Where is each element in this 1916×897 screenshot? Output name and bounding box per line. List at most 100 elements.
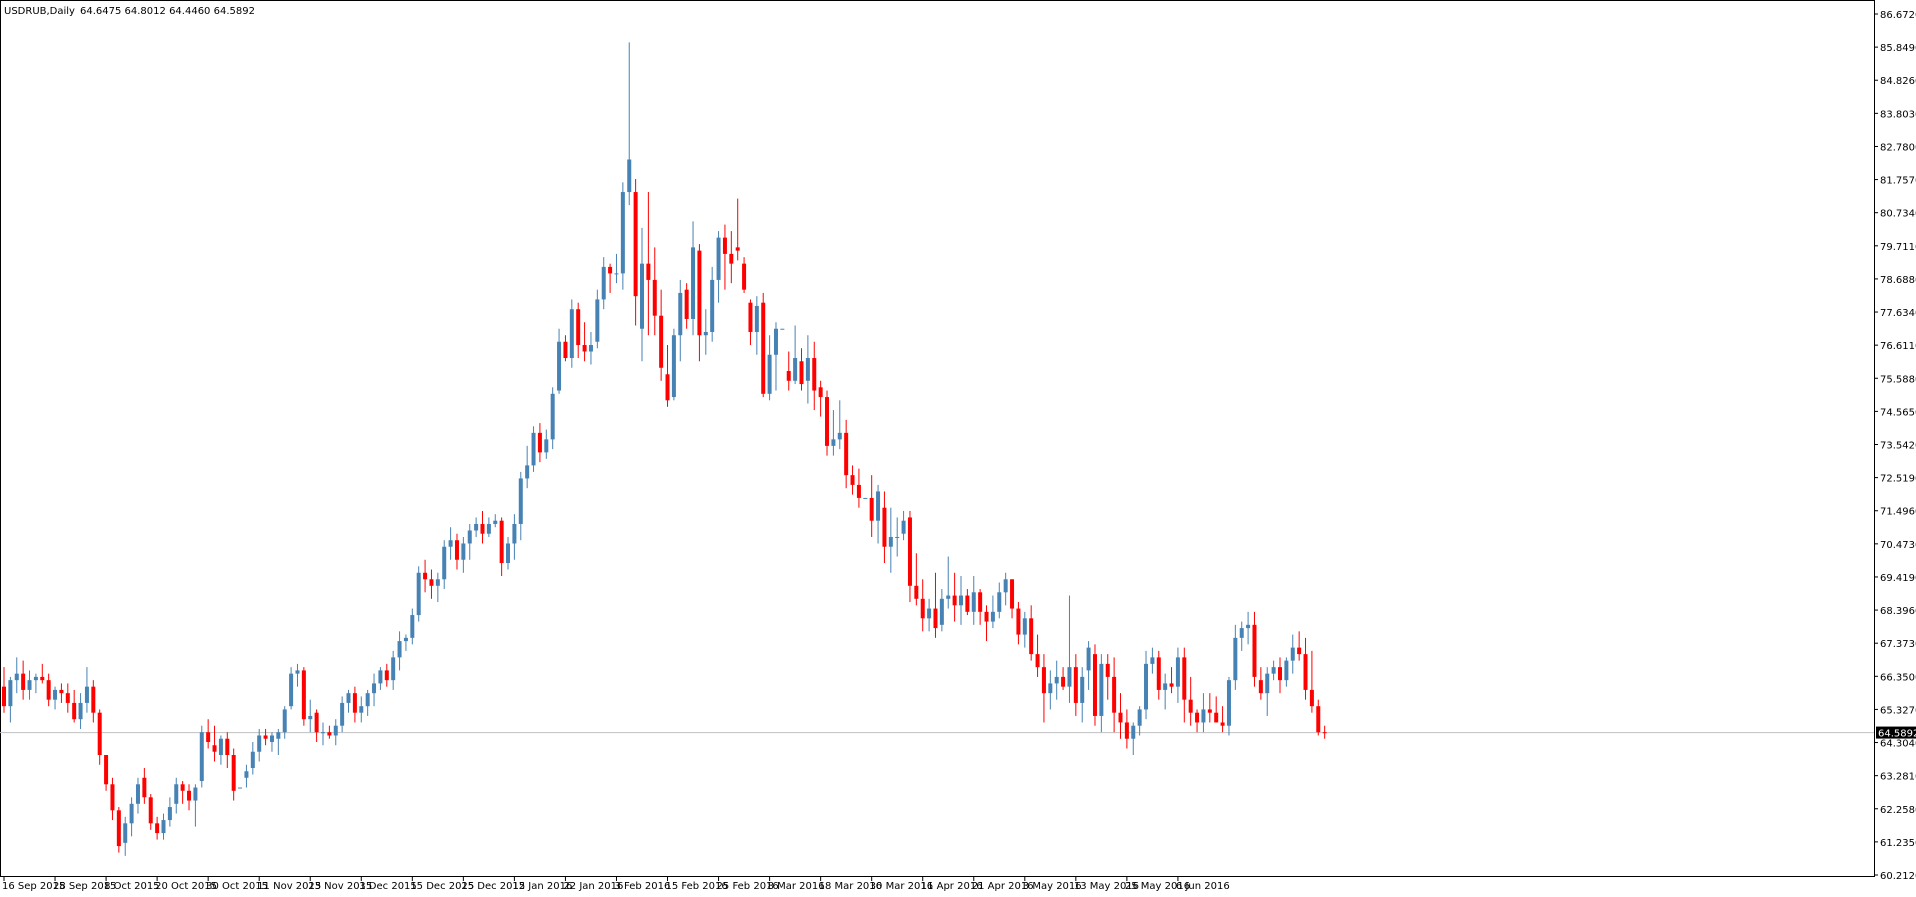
candle-body: [978, 592, 983, 612]
candle-body: [1144, 663, 1149, 710]
y-tick-label: 72.5190: [1880, 474, 1916, 485]
candle-body: [359, 706, 364, 713]
candle-body: [959, 595, 963, 606]
candle: [148, 794, 153, 830]
x-tick-label: 30 Mar 2016: [870, 881, 933, 892]
candle: [856, 468, 861, 508]
candle: [582, 322, 587, 362]
candle: [850, 465, 855, 495]
candle: [97, 709, 102, 765]
candle: [1003, 572, 1008, 606]
candle: [423, 559, 428, 593]
candle: [123, 816, 128, 856]
candle-body: [920, 598, 925, 619]
candle: [486, 517, 491, 537]
candle: [544, 429, 549, 459]
candle-body: [640, 263, 644, 329]
candle: [1010, 579, 1015, 619]
y-tick-label: 65.3270: [1880, 705, 1916, 716]
candle-body: [550, 393, 555, 440]
candle-body: [780, 328, 785, 330]
x-tick-label: 13 May 2016: [1074, 881, 1139, 892]
candle-body: [1131, 725, 1136, 739]
candle: [1290, 634, 1295, 674]
candle-body: [84, 686, 89, 703]
candle-body: [263, 735, 268, 739]
candle-body: [442, 546, 447, 580]
candle: [327, 725, 332, 739]
candle: [53, 686, 58, 710]
candle: [403, 634, 408, 651]
candle-body: [372, 683, 377, 694]
candle-body: [1220, 722, 1225, 726]
candle-body: [933, 608, 938, 629]
candle: [155, 816, 160, 840]
current-price-tag: 64.5892: [1876, 726, 1916, 740]
candle-body: [710, 279, 715, 332]
candle: [276, 728, 281, 755]
candle: [263, 728, 268, 746]
candle: [91, 680, 96, 723]
candle-body: [206, 732, 211, 742]
candle-body: [448, 540, 453, 547]
candle-body: [269, 735, 274, 742]
candle: [601, 257, 606, 310]
candle: [754, 296, 759, 355]
y-tick-label: 60.2120: [1880, 871, 1916, 882]
candle-body: [148, 797, 153, 824]
candle: [333, 719, 338, 746]
candle-body: [21, 673, 26, 690]
candle-body: [773, 328, 778, 355]
candle-body: [1150, 657, 1155, 664]
candle-body: [53, 689, 58, 700]
candle-body: [671, 335, 676, 398]
candle-body: [1322, 732, 1327, 734]
candle-body: [59, 689, 64, 694]
candle: [167, 797, 172, 827]
candle: [1150, 647, 1155, 674]
candle-body: [397, 641, 402, 658]
candle: [21, 660, 26, 700]
candle-body: [1099, 663, 1104, 716]
candle: [888, 507, 893, 573]
candle-body: [1201, 709, 1206, 723]
candle-body: [1067, 667, 1072, 687]
candle: [84, 667, 89, 713]
candle: [595, 289, 600, 349]
candle: [659, 289, 664, 381]
candle: [1061, 667, 1066, 690]
candle-body: [691, 247, 696, 319]
chart-header: USDRUB,Daily 64.6475 64.8012 64.4460 64.…: [4, 6, 255, 17]
candle-body: [499, 520, 504, 564]
y-tick-label: 85.8490: [1880, 43, 1916, 54]
candle: [882, 491, 887, 564]
candle: [1022, 611, 1027, 648]
candle-body: [1316, 706, 1321, 733]
candle-body: [563, 341, 568, 359]
candle: [1169, 667, 1174, 694]
candle-body: [1182, 657, 1187, 700]
candle: [391, 650, 396, 690]
candle-body: [646, 263, 651, 280]
candle: [640, 227, 644, 362]
candle: [397, 631, 402, 671]
candle-body: [952, 595, 957, 606]
candle-body: [327, 732, 332, 736]
candle-body: [665, 374, 670, 401]
candle-body: [608, 266, 613, 274]
candle: [1265, 667, 1270, 716]
candle: [301, 667, 306, 726]
y-tick-label: 62.2580: [1880, 805, 1916, 816]
candle-body: [65, 693, 70, 703]
candle: [1131, 722, 1136, 755]
x-tick-label: 11 Nov 2015: [257, 881, 321, 892]
candle-body: [110, 784, 115, 811]
candle-body: [333, 725, 338, 736]
candle: [984, 605, 989, 642]
candle-body: [748, 302, 753, 332]
candle-body: [805, 358, 810, 381]
y-tick-label: 64.3040: [1880, 739, 1916, 750]
candle-body: [276, 732, 281, 739]
x-tick-label: 30 Oct 2015: [206, 881, 268, 892]
candle-body: [1016, 608, 1021, 635]
